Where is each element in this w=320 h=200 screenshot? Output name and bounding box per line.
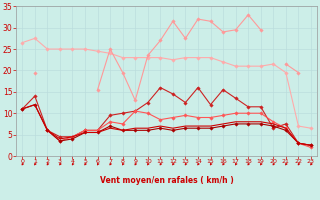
X-axis label: Vent moyen/en rafales ( km/h ): Vent moyen/en rafales ( km/h ) xyxy=(100,176,234,185)
